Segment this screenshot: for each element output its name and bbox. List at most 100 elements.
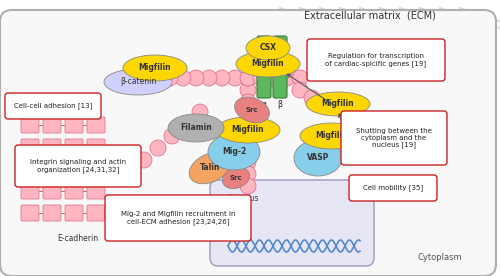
- FancyBboxPatch shape: [65, 205, 83, 221]
- Circle shape: [188, 70, 204, 86]
- FancyBboxPatch shape: [341, 111, 447, 165]
- FancyBboxPatch shape: [21, 117, 39, 133]
- FancyBboxPatch shape: [87, 139, 105, 155]
- Text: VASP: VASP: [307, 153, 329, 163]
- Circle shape: [266, 70, 282, 86]
- Text: E-cadherin: E-cadherin: [58, 234, 98, 243]
- Text: Src: Src: [246, 107, 258, 113]
- Circle shape: [240, 70, 256, 86]
- FancyBboxPatch shape: [87, 161, 105, 177]
- Circle shape: [136, 152, 152, 168]
- Circle shape: [240, 178, 256, 194]
- Circle shape: [240, 106, 256, 122]
- Ellipse shape: [104, 69, 172, 95]
- Text: Mig-2 and Migfilin recruitment in
cell-ECM adhesion [23,24,26]: Mig-2 and Migfilin recruitment in cell-E…: [121, 211, 236, 225]
- Circle shape: [304, 90, 320, 106]
- FancyBboxPatch shape: [43, 205, 61, 221]
- Circle shape: [240, 70, 256, 86]
- Ellipse shape: [306, 92, 370, 116]
- FancyBboxPatch shape: [65, 117, 83, 133]
- Ellipse shape: [300, 123, 364, 149]
- Circle shape: [214, 70, 230, 86]
- Circle shape: [192, 104, 208, 120]
- Text: Mig-2: Mig-2: [222, 147, 246, 156]
- Text: Filamin: Filamin: [180, 123, 212, 132]
- Text: Migfilin: Migfilin: [232, 126, 264, 134]
- FancyBboxPatch shape: [21, 161, 39, 177]
- FancyBboxPatch shape: [257, 36, 271, 98]
- Circle shape: [240, 142, 256, 158]
- FancyBboxPatch shape: [21, 183, 39, 199]
- FancyBboxPatch shape: [65, 161, 83, 177]
- Circle shape: [316, 98, 332, 114]
- FancyBboxPatch shape: [43, 161, 61, 177]
- FancyBboxPatch shape: [21, 139, 39, 155]
- Text: β: β: [278, 100, 282, 109]
- Circle shape: [201, 70, 217, 86]
- Circle shape: [175, 70, 191, 86]
- Text: Cell-cell adhesion [13]: Cell-cell adhesion [13]: [14, 103, 92, 109]
- FancyBboxPatch shape: [65, 139, 83, 155]
- Text: Integrin signaling and actin
organization [24,31,32]: Integrin signaling and actin organizatio…: [30, 159, 126, 173]
- Text: Actin cytoskeleton: Actin cytoskeleton: [162, 196, 234, 205]
- Ellipse shape: [123, 55, 187, 81]
- FancyBboxPatch shape: [15, 145, 141, 187]
- Ellipse shape: [294, 140, 342, 176]
- Text: Nucleus: Nucleus: [228, 194, 258, 203]
- Circle shape: [240, 94, 256, 110]
- FancyBboxPatch shape: [0, 10, 496, 276]
- Circle shape: [279, 70, 295, 86]
- Circle shape: [150, 140, 166, 156]
- Ellipse shape: [216, 117, 280, 143]
- Ellipse shape: [208, 134, 260, 170]
- Text: Shutting between the
cytoplasm and the
nucleus [19]: Shutting between the cytoplasm and the n…: [356, 128, 432, 148]
- Ellipse shape: [236, 51, 300, 77]
- Text: Migfilin: Migfilin: [322, 100, 354, 108]
- FancyBboxPatch shape: [87, 183, 105, 199]
- Circle shape: [240, 130, 256, 146]
- Circle shape: [240, 82, 256, 98]
- Circle shape: [240, 118, 256, 134]
- Text: Regulation for transcription
of cardiac-spicific genes [19]: Regulation for transcription of cardiac-…: [326, 53, 426, 67]
- Circle shape: [240, 166, 256, 182]
- Text: α: α: [262, 100, 266, 109]
- FancyBboxPatch shape: [87, 117, 105, 133]
- Ellipse shape: [246, 36, 290, 60]
- Ellipse shape: [168, 114, 224, 142]
- Circle shape: [240, 154, 256, 170]
- Circle shape: [162, 70, 178, 86]
- FancyBboxPatch shape: [210, 180, 374, 266]
- FancyBboxPatch shape: [349, 175, 437, 201]
- Circle shape: [178, 116, 194, 132]
- Text: Extracellular matrix  (ECM): Extracellular matrix (ECM): [304, 10, 436, 20]
- Text: Migfilin: Migfilin: [252, 60, 284, 68]
- Text: Migfilin: Migfilin: [316, 131, 348, 140]
- Circle shape: [253, 70, 269, 86]
- Text: β-catenin: β-catenin: [120, 78, 156, 86]
- FancyBboxPatch shape: [43, 139, 61, 155]
- Circle shape: [292, 82, 308, 98]
- FancyBboxPatch shape: [87, 205, 105, 221]
- Circle shape: [227, 70, 243, 86]
- Text: Migfilin: Migfilin: [138, 63, 172, 73]
- Text: CSX: CSX: [260, 44, 276, 52]
- FancyBboxPatch shape: [43, 117, 61, 133]
- FancyBboxPatch shape: [307, 39, 445, 81]
- Text: Src: Src: [230, 175, 242, 181]
- Text: Cell mobility [35]: Cell mobility [35]: [363, 185, 423, 191]
- FancyBboxPatch shape: [43, 183, 61, 199]
- Text: Cytoplasm: Cytoplasm: [418, 253, 462, 262]
- FancyBboxPatch shape: [21, 205, 39, 221]
- FancyBboxPatch shape: [273, 36, 287, 98]
- Ellipse shape: [234, 97, 270, 123]
- Circle shape: [292, 70, 308, 86]
- FancyBboxPatch shape: [5, 93, 101, 119]
- FancyBboxPatch shape: [65, 183, 83, 199]
- Ellipse shape: [189, 152, 231, 184]
- Text: Integrins: Integrins: [306, 65, 344, 75]
- Text: Talin: Talin: [200, 163, 220, 172]
- Circle shape: [164, 128, 180, 144]
- FancyBboxPatch shape: [105, 195, 251, 241]
- Ellipse shape: [222, 168, 250, 189]
- Circle shape: [240, 70, 256, 86]
